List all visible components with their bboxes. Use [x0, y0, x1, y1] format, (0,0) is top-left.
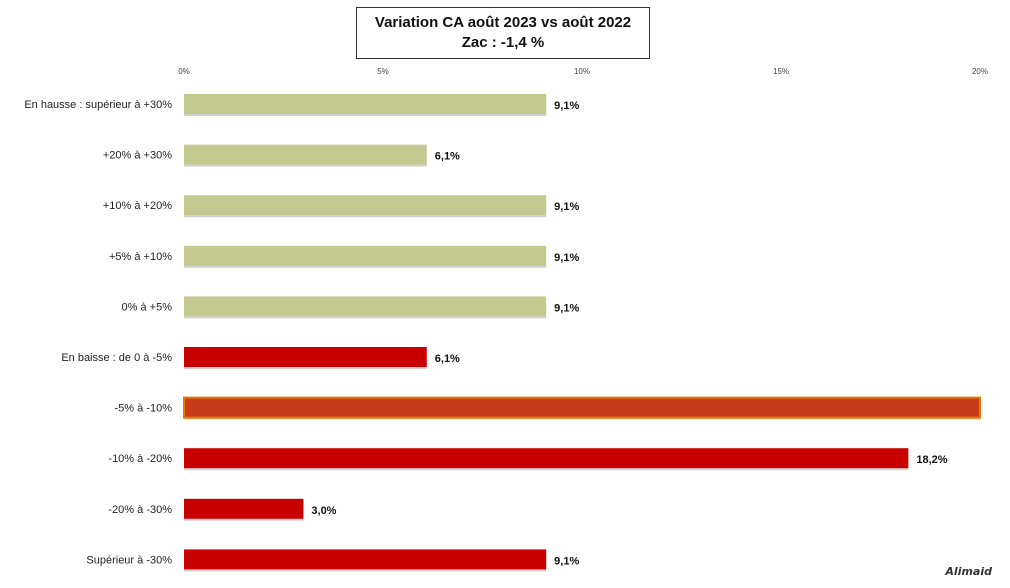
data-label: 6,1%	[435, 151, 460, 163]
bar	[184, 195, 547, 216]
category-label: En hausse : supérieur à +30%	[24, 99, 172, 111]
x-tick-label: 20%	[972, 67, 988, 76]
data-label: 9,1%	[554, 302, 579, 314]
category-label: +10% à +20%	[103, 200, 172, 212]
bar	[184, 498, 304, 519]
watermark-logo: Alimaid	[945, 565, 992, 578]
bar-shadow	[184, 367, 427, 369]
x-tick-label: 5%	[377, 67, 389, 76]
bar	[184, 296, 547, 317]
data-label: 9,1%	[554, 252, 579, 264]
bar-shadow	[184, 265, 547, 268]
bar-shadow	[184, 164, 427, 167]
bar-shadow	[184, 215, 547, 218]
bar-shadow	[184, 518, 304, 521]
category-label: -5% à -10%	[115, 403, 173, 415]
data-label: 9,1%	[554, 201, 579, 213]
category-label: +20% à +30%	[103, 150, 172, 162]
bar-shadow	[184, 316, 547, 319]
x-tick-label: 15%	[773, 67, 789, 76]
chart-title: Variation CA août 2023 vs août 2022	[374, 14, 632, 31]
bar	[184, 549, 547, 570]
data-label: 3,0%	[311, 505, 336, 517]
category-label: En baisse : de 0 à -5%	[61, 352, 172, 364]
bar-shadow	[184, 468, 909, 471]
data-label: 18,2%	[916, 454, 947, 466]
category-label: Supérieur à -30%	[86, 554, 172, 566]
bar	[183, 396, 981, 419]
data-label: 9,1%	[554, 100, 579, 112]
bar-shadow	[184, 114, 547, 116]
bar	[184, 144, 427, 165]
bar	[184, 94, 547, 114]
chart-subtitle: Zac : -1,4 %	[461, 34, 545, 51]
bar	[184, 245, 547, 266]
data-label: 6,1%	[435, 353, 460, 365]
bar-shadow	[184, 569, 547, 572]
category-label: 0% à +5%	[122, 301, 173, 313]
category-label: -20% à -30%	[108, 504, 172, 516]
x-tick-label: 0%	[178, 67, 190, 76]
chart-title-box: Variation CA août 2023 vs août 2022 Zac …	[356, 7, 650, 59]
x-tick-label: 10%	[574, 67, 590, 76]
bar	[184, 448, 909, 469]
category-label: +5% à +10%	[109, 251, 172, 263]
bar	[184, 347, 427, 367]
category-label: -10% à -20%	[108, 453, 172, 465]
data-label: 9,1%	[554, 555, 579, 567]
